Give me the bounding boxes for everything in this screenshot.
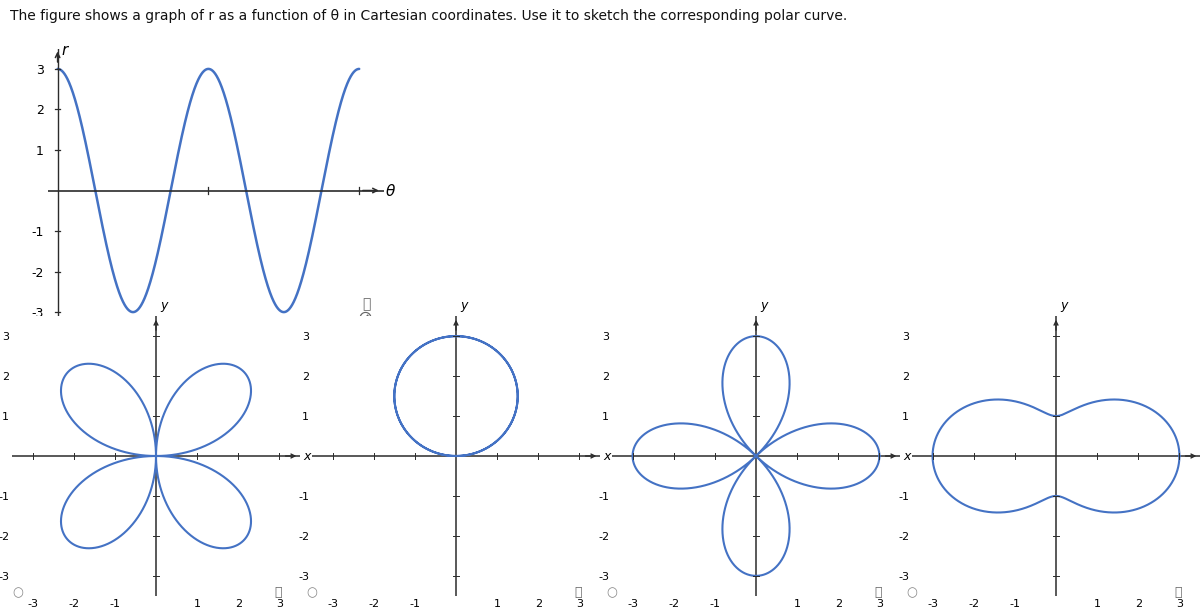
Text: Ⓘ: Ⓘ xyxy=(275,586,282,599)
Text: $x$: $x$ xyxy=(604,449,613,463)
Text: $y$: $y$ xyxy=(160,300,170,314)
Text: $y$: $y$ xyxy=(460,300,470,314)
Text: $x$: $x$ xyxy=(304,449,313,463)
Text: ○: ○ xyxy=(906,586,917,599)
Text: $y$: $y$ xyxy=(1060,300,1070,314)
Text: $r$: $r$ xyxy=(61,43,70,58)
Text: Ⓘ: Ⓘ xyxy=(362,297,370,311)
Text: $x$: $x$ xyxy=(904,449,913,463)
Text: $\theta$: $\theta$ xyxy=(385,182,396,198)
Text: ○: ○ xyxy=(12,586,23,599)
Text: Ⓘ: Ⓘ xyxy=(575,586,582,599)
Text: $\mathit{\oslash}$: $\mathit{\oslash}$ xyxy=(358,309,372,327)
Text: Ⓘ: Ⓘ xyxy=(1175,586,1182,599)
Text: The figure shows a graph of r as a function of θ in Cartesian coordinates. Use i: The figure shows a graph of r as a funct… xyxy=(10,9,847,23)
Text: Ⓘ: Ⓘ xyxy=(875,586,882,599)
Text: $y$: $y$ xyxy=(760,300,770,314)
Text: ○: ○ xyxy=(606,586,617,599)
Text: ○: ○ xyxy=(306,586,317,599)
